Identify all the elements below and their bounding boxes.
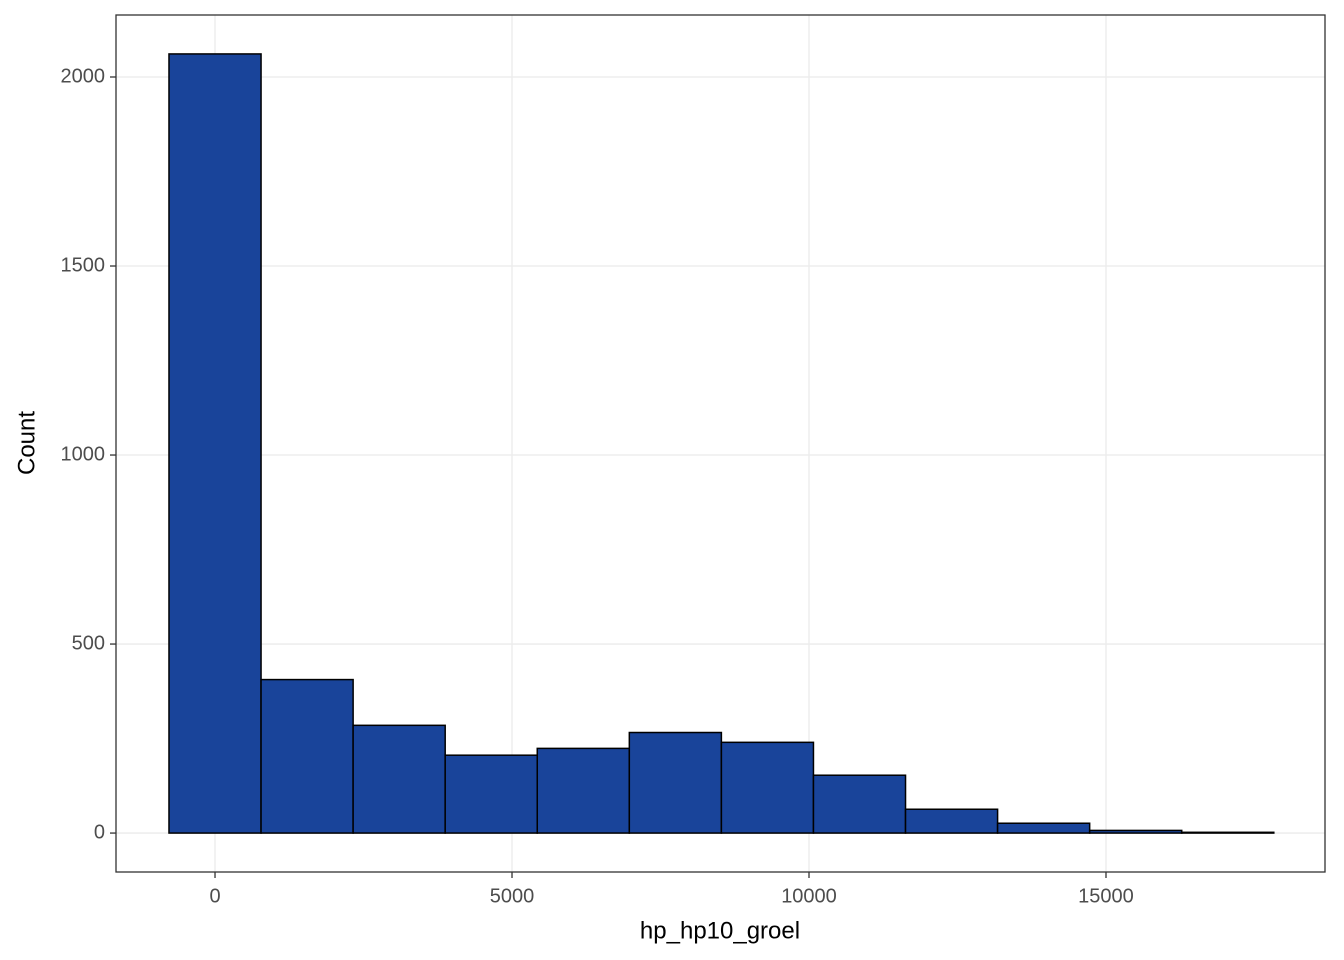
bar bbox=[628, 731, 723, 834]
y-tick-label: 1000 bbox=[61, 443, 106, 465]
y-tick-label: 1500 bbox=[61, 254, 106, 276]
bar bbox=[352, 724, 446, 834]
y-tick-label: 0 bbox=[94, 821, 105, 843]
bar bbox=[536, 747, 631, 834]
bar bbox=[812, 774, 907, 834]
bar bbox=[720, 741, 815, 834]
bar bbox=[444, 754, 539, 834]
bar bbox=[168, 53, 262, 834]
x-tick-label: 10000 bbox=[781, 885, 837, 907]
y-axis-title: Count bbox=[13, 411, 40, 475]
y-tick-label: 2000 bbox=[61, 65, 106, 87]
bar bbox=[904, 808, 999, 834]
bar bbox=[996, 822, 1091, 834]
panel-border bbox=[115, 14, 1326, 873]
x-tick-label: 0 bbox=[209, 885, 220, 907]
x-tick-label: 5000 bbox=[490, 885, 535, 907]
bar bbox=[1180, 831, 1275, 834]
y-tick-label: 500 bbox=[72, 632, 105, 654]
bar bbox=[1088, 829, 1183, 834]
x-tick-label: 15000 bbox=[1078, 885, 1134, 907]
x-axis-title: hp_hp10_groel bbox=[640, 917, 800, 944]
bar bbox=[260, 678, 354, 834]
